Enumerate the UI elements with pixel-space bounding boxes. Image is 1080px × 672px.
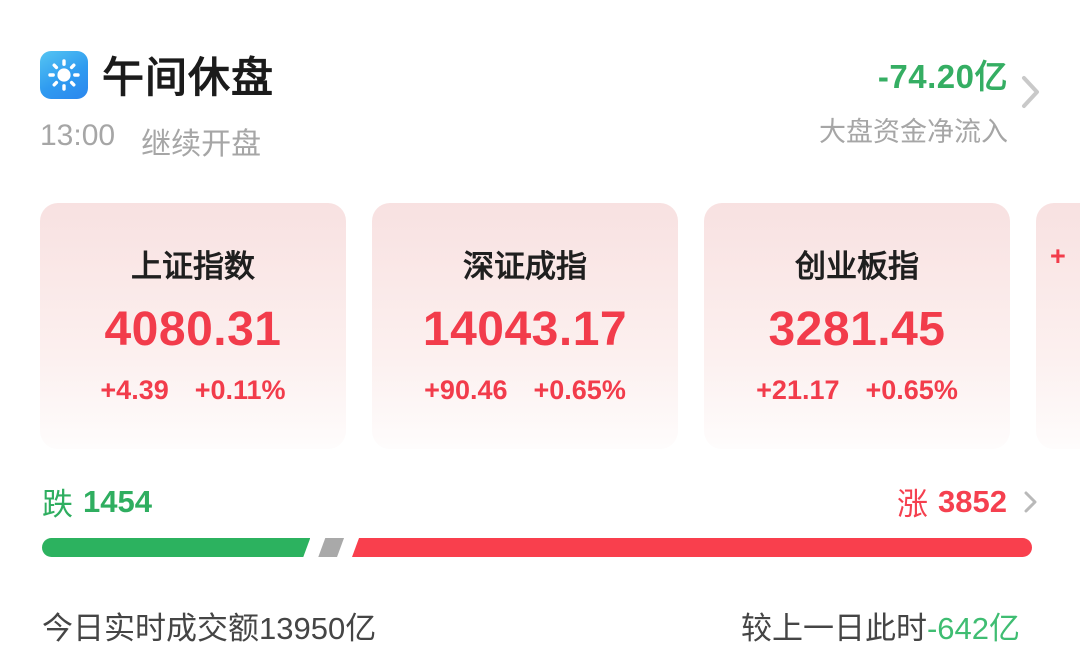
bar-segment-neutral — [318, 538, 344, 557]
comparison-label: 较上一日此时 — [740, 611, 927, 646]
index-change-row: +90.46 +0.65% — [372, 375, 678, 406]
breadth-row: 跌 1454 涨 3852 — [0, 479, 1080, 524]
page-title: 午间休盘 — [102, 54, 275, 101]
index-change-row: + — [1036, 241, 1080, 272]
index-change: + — [1050, 241, 1066, 271]
index-change: +21.17 — [756, 375, 840, 405]
index-card-shanghai[interactable]: 上证指数 4080.31 +4.39 +0.11% — [40, 203, 346, 449]
footer-row: 今日实时成交额13950亿 较上一日此时 -642亿 — [0, 603, 1080, 648]
index-card-partial[interactable]: + — [1036, 203, 1080, 449]
turnover-comparison: 较上一日此时 -642亿 — [741, 603, 1020, 648]
advancers-label: 涨 — [897, 487, 929, 522]
index-name: 创业板指 — [795, 249, 919, 284]
index-change-pct: +0.65% — [533, 375, 626, 405]
index-name: 上证指数 — [131, 249, 255, 284]
net-flow-value: -74.20亿 — [877, 58, 1008, 95]
decliners-count: 1454 — [83, 483, 152, 519]
chevron-right-small-icon[interactable] — [1023, 489, 1038, 515]
index-change-pct: +0.65% — [865, 375, 958, 405]
session-status: 继续开盘 — [141, 128, 262, 161]
index-card-row: 上证指数 4080.31 +4.39 +0.11% 深证成指 14043.17 … — [0, 203, 1080, 449]
index-change-row: +21.17 +0.65% — [704, 375, 1010, 406]
sun-icon — [40, 50, 88, 99]
index-value: 4080.31 — [104, 303, 282, 356]
comparison-value: -642亿 — [926, 611, 1020, 646]
advancers-count: 3852 — [938, 483, 1007, 519]
session-time: 13:00 — [40, 119, 116, 152]
turnover-text: 今日实时成交额13950亿 — [42, 611, 377, 646]
index-change: +4.39 — [100, 375, 169, 405]
header-title-row: 午间休盘 — [40, 44, 1040, 105]
index-value: 14043.17 — [422, 303, 628, 356]
index-change-row: +4.39 +0.11% — [40, 375, 346, 406]
index-name: 深证成指 — [463, 249, 587, 284]
decliners-label: 跌 — [42, 487, 73, 522]
decliners: 跌 1454 — [42, 479, 152, 524]
index-card-chinext[interactable]: 创业板指 3281.45 +21.17 +0.65% — [704, 203, 1010, 449]
bar-segment-up — [352, 538, 1032, 557]
index-value: 3281.45 — [768, 303, 946, 356]
breadth-bar — [42, 538, 1032, 557]
advancers[interactable]: 涨 3852 — [897, 479, 1038, 524]
index-card-shenzhen[interactable]: 深证成指 14043.17 +90.46 +0.65% — [372, 203, 678, 449]
bar-segment-down — [42, 538, 310, 557]
session-status-row: 13:00 继续开盘 — [40, 119, 1040, 163]
index-change: +90.46 — [424, 375, 508, 405]
index-change-pct: +0.11% — [194, 375, 286, 405]
net-flow-block[interactable]: -74.20亿 大盘资金净流入 — [819, 50, 1008, 149]
net-flow-label: 大盘资金净流入 — [819, 117, 1008, 147]
chevron-right-icon[interactable] — [1020, 72, 1042, 117]
header: 午间休盘 13:00 继续开盘 -74.20亿 大盘资金净流入 — [0, 0, 1080, 163]
